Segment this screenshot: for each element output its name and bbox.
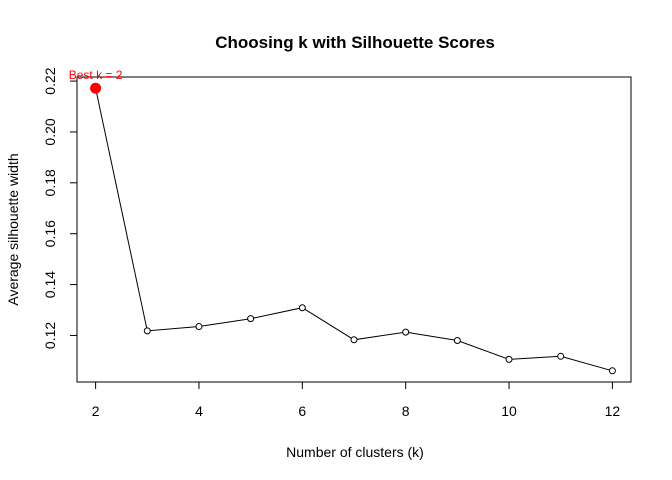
- x-axis: 2 4 6 8 10 12: [92, 381, 621, 419]
- plot-area-box: [76, 76, 632, 383]
- data-point: [350, 336, 358, 344]
- y-tick-label: 0.12: [42, 322, 58, 349]
- series-line: [95, 88, 613, 372]
- data-points-group: [90, 82, 616, 375]
- data-point: [195, 323, 203, 331]
- y-axis: 0.12 0.14 0.16 0.18 0.20 0.22: [42, 67, 78, 349]
- data-point: [505, 355, 513, 363]
- data-point: [247, 315, 255, 323]
- best-k-annotation: Best k = 2: [69, 68, 123, 82]
- x-tick-label: 2: [92, 403, 100, 419]
- data-point-best: [90, 82, 102, 94]
- data-point: [402, 328, 410, 336]
- data-point: [453, 337, 461, 345]
- y-axis-label: Average silhouette width: [5, 153, 21, 305]
- series-line-group: [95, 88, 613, 372]
- x-tick-label: 12: [605, 403, 621, 419]
- y-tick-label: 0.16: [42, 220, 58, 247]
- data-point: [608, 367, 616, 375]
- annotation-group: Best k = 2: [69, 68, 123, 82]
- data-point: [298, 304, 306, 312]
- x-axis-label: Number of clusters (k): [286, 444, 424, 460]
- y-tick-label: 0.22: [42, 67, 58, 94]
- y-tick-label: 0.18: [42, 169, 58, 196]
- y-tick-label: 0.14: [42, 271, 58, 298]
- chart-title: Choosing k with Silhouette Scores: [215, 33, 495, 52]
- x-tick-label: 8: [402, 403, 410, 419]
- x-tick-label: 6: [298, 403, 306, 419]
- y-tick-label: 0.20: [42, 118, 58, 145]
- x-tick-label: 4: [195, 403, 203, 419]
- data-point: [557, 352, 565, 360]
- data-point: [143, 327, 151, 335]
- x-tick-label: 10: [501, 403, 517, 419]
